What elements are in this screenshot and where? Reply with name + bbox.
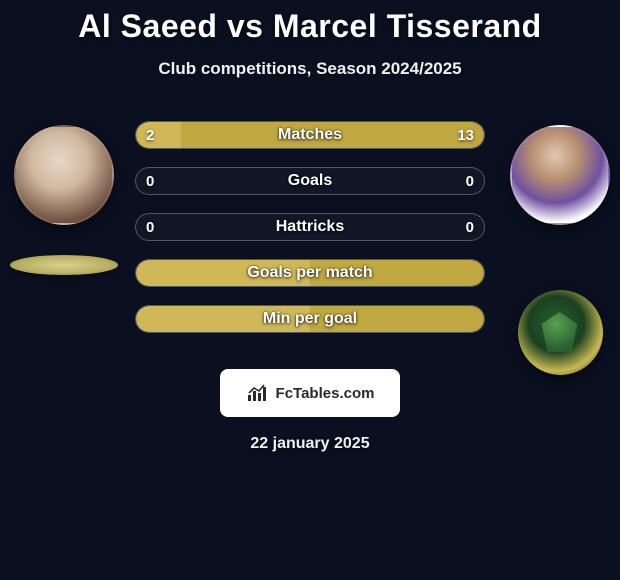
player-left-column xyxy=(10,125,118,275)
player-left-club-badge xyxy=(10,255,118,275)
stat-value-left: 2 xyxy=(146,127,154,144)
stat-row: 0 0 Goals xyxy=(135,167,485,195)
subtitle: Club competitions, Season 2024/2025 xyxy=(0,59,620,79)
stat-label: Hattricks xyxy=(276,218,344,236)
player-right-club-badge xyxy=(518,290,603,375)
stat-value-left: 0 xyxy=(146,173,154,190)
stat-row: Goals per match xyxy=(135,259,485,287)
stat-label: Goals xyxy=(288,172,332,190)
stat-value-right: 13 xyxy=(457,127,474,144)
stat-label: Goals per match xyxy=(247,264,372,282)
comparison-infographic: Al Saeed vs Marcel Tisserand Club compet… xyxy=(0,0,620,580)
stat-value-left: 0 xyxy=(146,219,154,236)
stat-row: 2 13 Matches xyxy=(135,121,485,149)
player-right-column xyxy=(510,125,610,375)
stat-fill-left xyxy=(136,122,181,148)
branding-chart-icon xyxy=(246,383,270,403)
player-right-avatar xyxy=(510,125,610,225)
stat-value-right: 0 xyxy=(466,173,474,190)
stat-row: 0 0 Hattricks xyxy=(135,213,485,241)
stat-row: Min per goal xyxy=(135,305,485,333)
stat-label: Matches xyxy=(278,126,342,144)
date-label: 22 january 2025 xyxy=(0,435,620,453)
stat-label: Min per goal xyxy=(263,310,357,328)
player-left-avatar xyxy=(14,125,114,225)
stats-list: 2 13 Matches 0 0 Goals 0 0 Hattricks Goals per ma… xyxy=(135,121,485,333)
stat-value-right: 0 xyxy=(466,219,474,236)
page-title: Al Saeed vs Marcel Tisserand xyxy=(0,8,620,45)
branding-text: FcTables.com xyxy=(276,385,375,402)
branding-badge: FcTables.com xyxy=(220,369,400,417)
